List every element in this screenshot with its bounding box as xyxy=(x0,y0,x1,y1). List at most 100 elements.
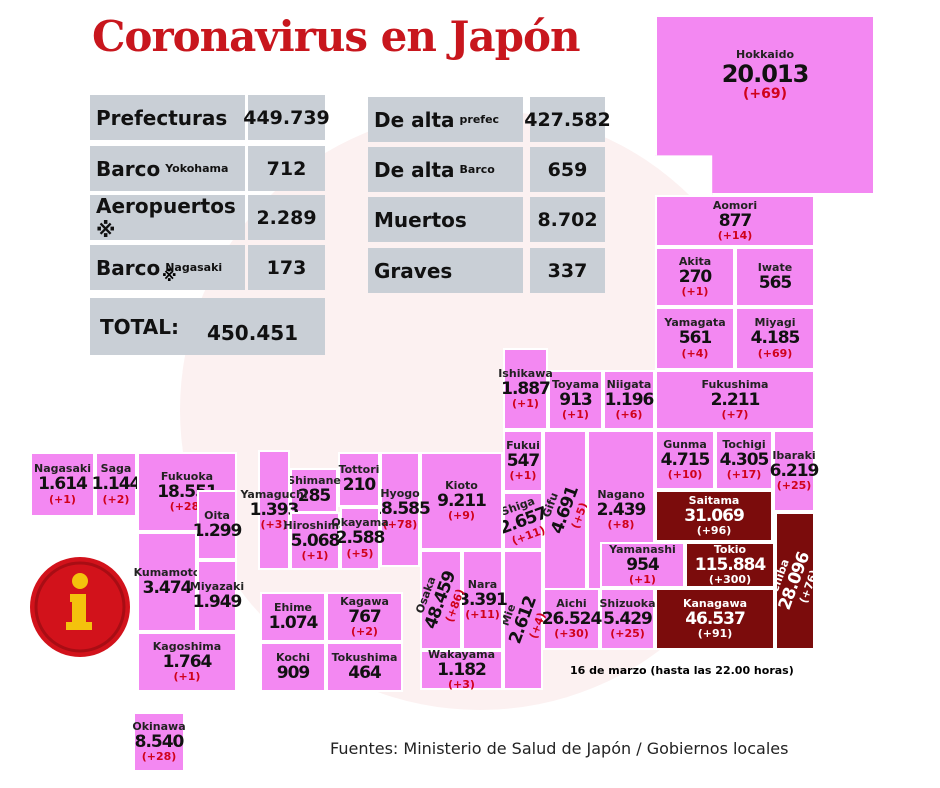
prefecture-cases: 547 xyxy=(506,450,540,471)
prefecture-cases: 6.219 xyxy=(769,460,820,481)
prefecture: Oita 1.299 xyxy=(193,490,242,560)
prefecture-cases: 909 xyxy=(276,662,310,683)
prefecture-content: Toyama 913 (+1) xyxy=(552,378,599,422)
prefecture-name: Wakayama xyxy=(427,647,496,661)
prefecture-change: (+69) xyxy=(742,86,787,103)
date-note: 16 de marzo (hasta las 22.00 horas) xyxy=(570,664,794,677)
prefecture: Ibaraki 6.219 (+25) xyxy=(770,430,819,512)
prefecture: Kagoshima 1.764 (+1) xyxy=(137,632,237,692)
summary-label-box: De alta prefec xyxy=(368,97,523,142)
prefecture: Fukui 547 (+1) xyxy=(503,430,543,492)
prefecture-name: Saitama xyxy=(688,493,740,507)
prefecture-name: Saga xyxy=(100,462,132,476)
prefecture-cases: 1.614 xyxy=(38,474,88,495)
prefecture-cases: 1.074 xyxy=(268,612,319,633)
prefecture-content: Ehime 1.074 xyxy=(268,601,319,633)
prefecture-cases: 565 xyxy=(758,272,792,293)
prefecture-change: (+1) xyxy=(681,285,709,299)
prefecture-name: Akita xyxy=(678,254,712,268)
prefecture: Okayama 2.588 (+5) xyxy=(331,507,389,570)
prefecture-name: Nagano xyxy=(597,487,645,501)
prefecture-content: Akita 270 (+1) xyxy=(678,254,712,299)
prefecture: Ehime 1.074 xyxy=(260,592,326,642)
prefecture-change: (+91) xyxy=(697,627,733,641)
prefecture: Aichi 26.524 (+30) xyxy=(541,588,603,650)
prefecture-cases: 4.715 xyxy=(660,449,711,470)
prefecture: Toyama 913 (+1) xyxy=(548,370,603,430)
prefecture-change: (+3) xyxy=(448,678,475,692)
prefecture-name: Kagawa xyxy=(340,594,389,608)
prefecture-change: (+9) xyxy=(448,509,475,523)
prefecture: Hiroshima 5.068 (+1) xyxy=(284,512,347,570)
prefecture: Yamagata 561 (+4) xyxy=(655,307,735,370)
prefecture-name: Hokkaido xyxy=(735,48,795,61)
prefecture: Shimane 285 xyxy=(287,468,341,513)
prefecture-cases: 31.069 xyxy=(684,505,745,526)
prefecture-name: Ibaraki xyxy=(772,448,816,462)
prefecture-name: Kochi xyxy=(275,650,310,664)
prefecture-change: (+1) xyxy=(629,573,656,587)
prefecture: Fukushima 2.211 (+7) xyxy=(655,370,815,430)
prefecture: Yamanashi 954 (+1) xyxy=(600,542,685,588)
summary-label: Aeropuertos ※ xyxy=(96,193,236,242)
prefecture-name: Okayama xyxy=(331,516,389,530)
prefecture-name: Shimane xyxy=(287,474,341,488)
prefecture-change: (+14) xyxy=(717,229,753,243)
prefecture-content: Kanagawa 46.537 (+91) xyxy=(682,596,748,641)
summary-value: 173 xyxy=(248,245,325,290)
prefecture-cases: 1.887 xyxy=(501,378,551,399)
total-value: 450.451 xyxy=(206,320,299,345)
prefecture-content: Saitama 31.069 (+96) xyxy=(684,493,745,538)
prefecture: Miyazaki 1.949 xyxy=(190,560,244,632)
prefecture: Nara 3.391 (+11) xyxy=(458,550,508,650)
prefecture-content: Nagasaki 1.614 (+1) xyxy=(34,462,91,506)
summary-value: 427.582 xyxy=(524,97,611,142)
prefecture: Ishikawa 1.887 (+1) xyxy=(498,348,553,430)
prefecture: Aomori 877 (+14) xyxy=(655,195,815,247)
prefecture-cases: 26.524 xyxy=(541,608,603,629)
summary-value: 449.739 xyxy=(243,95,330,140)
prefecture: Saga 1.144 (+2) xyxy=(92,452,141,517)
prefecture-cases: 2.588 xyxy=(335,528,386,549)
prefecture-content: Fukushima 2.211 (+7) xyxy=(702,378,769,422)
prefecture-name: Kanagawa xyxy=(682,596,748,610)
prefecture-cases: 561 xyxy=(678,328,712,349)
summary-mark: ※ xyxy=(162,267,177,285)
prefecture-name: Hyogo xyxy=(380,487,420,501)
prefecture-change: (+2) xyxy=(102,492,130,506)
prefecture-content: Okinawa 8.540 (+28) xyxy=(132,720,185,764)
prefecture-cases: 3.391 xyxy=(458,589,508,610)
prefecture-change: (+25) xyxy=(776,479,812,493)
prefecture-change: (+1) xyxy=(301,549,329,563)
prefecture-content: Aichi 26.524 (+30) xyxy=(541,596,603,641)
prefecture-change: (+96) xyxy=(696,524,732,538)
summary-label-box: Graves xyxy=(368,248,523,293)
prefecture-name: Ishikawa xyxy=(498,366,553,380)
prefecture-change: (+1) xyxy=(509,469,537,483)
prefecture-content: Niigata 1.196 (+6) xyxy=(604,378,655,422)
prefecture-name: Nagasaki xyxy=(34,462,91,476)
summary-value: 8.702 xyxy=(530,197,605,242)
prefecture: Okinawa 8.540 (+28) xyxy=(132,712,186,772)
prefecture-cases: 1.949 xyxy=(192,591,243,612)
prefecture: Chiba 28.096 (+76) xyxy=(768,512,821,650)
prefecture-name: Aichi xyxy=(556,596,587,610)
prefecture: Osaka 48.459 (+86) xyxy=(413,550,467,650)
prefecture-cases: 464 xyxy=(348,662,381,683)
prefecture-cases: 1.182 xyxy=(437,659,487,680)
prefecture: Wakayama 1.182 (+3) xyxy=(420,647,503,692)
prefecture-name: Yamagata xyxy=(664,316,726,330)
summary-value: 337 xyxy=(530,248,605,293)
prefecture-cases: 4.305 xyxy=(719,449,770,470)
prefecture-change: (+28) xyxy=(169,500,205,514)
prefecture: Gunma 4.715 (+10) xyxy=(655,430,715,490)
prefecture-content: Shizuoka 5.429 (+25) xyxy=(599,597,655,641)
prefecture-change: (+300) xyxy=(708,573,752,587)
summary-label: Barco xyxy=(96,156,161,181)
prefecture-name: Miyagi xyxy=(754,316,796,330)
prefecture-cases: 5.429 xyxy=(603,608,653,629)
prefecture-name: Miyazaki xyxy=(189,579,245,593)
prefecture-cases: 8.540 xyxy=(134,731,185,752)
prefecture-cases: 2.211 xyxy=(710,389,761,410)
prefecture-cases: 1.196 xyxy=(604,389,655,410)
